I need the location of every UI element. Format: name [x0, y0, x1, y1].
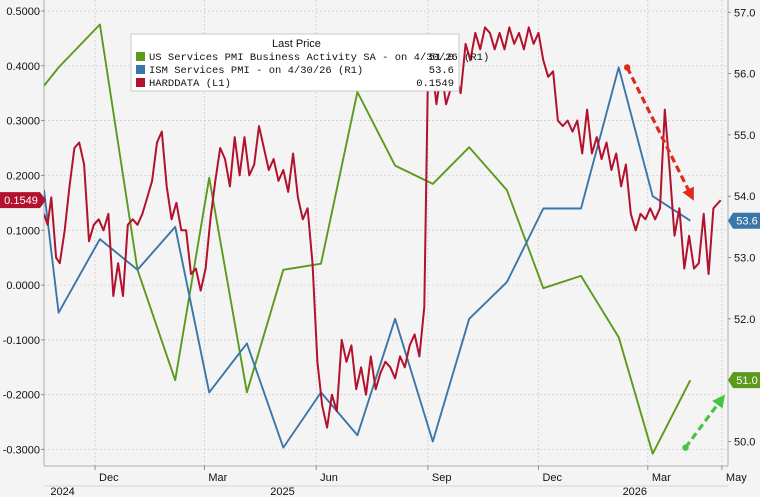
- series-line: [44, 66, 691, 449]
- x-tick-label: Dec: [542, 472, 562, 484]
- annotation-arrow: [625, 66, 694, 201]
- year-label: 2024: [50, 486, 74, 497]
- annotations-layer: [623, 64, 725, 451]
- left-tick-label: -0.2000: [3, 390, 40, 402]
- last-value-tag-label: 53.6: [736, 216, 757, 228]
- left-tick-label: 0.4000: [6, 61, 40, 73]
- legend-title: Last Price: [272, 38, 321, 50]
- annotation-arrow: [684, 394, 725, 449]
- right-tick-label: 53.0: [734, 253, 755, 265]
- last-value-tag: [728, 212, 760, 229]
- right-tick-label: 57.0: [734, 7, 755, 19]
- x-tick-label: Mar: [208, 472, 227, 484]
- legend-label: US Services PMI Business Activity SA - o…: [149, 52, 489, 64]
- legend-box: [130, 33, 460, 92]
- x-tick-label: Jun: [320, 472, 338, 484]
- left-tick-label: 0.3000: [6, 116, 40, 128]
- right-tick-label: 50.0: [734, 436, 755, 448]
- last-value-tag-label: 0.1549: [4, 195, 38, 207]
- last-value-tag: [0, 192, 46, 209]
- x-tick-label: May: [726, 472, 747, 484]
- legend-label: ISM Services PMI - on 4/30/26 (R1): [149, 65, 363, 77]
- x-tick-label: Mar: [652, 472, 671, 484]
- series-line: [44, 26, 722, 429]
- x-tick-label: Dec: [99, 472, 119, 484]
- legend-value: 0.1549: [416, 78, 454, 90]
- legend-entry: HARDDATA (L1) 0.1549: [136, 78, 454, 90]
- last-value-tag: [728, 372, 760, 389]
- x-tick-label: Sep: [432, 472, 452, 484]
- legend-value: 51.0: [429, 52, 454, 64]
- legend-label: HARDDATA (L1): [149, 78, 231, 90]
- axes: 0.5000 0.4000 0.3000 0.2000 0.1000 0.0000 -0.1…: [3, 0, 755, 497]
- last-value-tag-label: 51.0: [736, 375, 757, 387]
- legend: Last Price US Services PMI Business Acti…: [130, 33, 489, 92]
- legend-value: 53.6: [429, 65, 454, 77]
- left-tick-label: 0.5000: [6, 6, 40, 18]
- legend-swatch: [136, 65, 145, 74]
- legend-swatch: [136, 78, 145, 87]
- year-label: 2026: [623, 486, 647, 497]
- legend-entry: ISM Services PMI - on 4/30/26 (R1) 53.6: [136, 65, 454, 77]
- legend-swatch: [136, 52, 145, 61]
- left-tick-label: 0.1000: [6, 225, 40, 237]
- legend-entry: US Services PMI Business Activity SA - o…: [136, 52, 489, 64]
- left-tick-label: 0.0000: [6, 280, 40, 292]
- right-tick-label: 56.0: [734, 69, 755, 81]
- right-tick-label: 52.0: [734, 314, 755, 326]
- left-tick-label: -0.3000: [3, 445, 40, 457]
- year-label: 2025: [270, 486, 294, 497]
- series-layer: [44, 23, 722, 455]
- last-value-tags: 0.1549 53.6 51.0: [0, 192, 760, 389]
- right-tick-label: 55.0: [734, 130, 755, 142]
- left-tick-label: 0.2000: [6, 170, 40, 182]
- left-tick-label: -0.1000: [3, 335, 40, 347]
- right-tick-label: 54.0: [734, 191, 755, 203]
